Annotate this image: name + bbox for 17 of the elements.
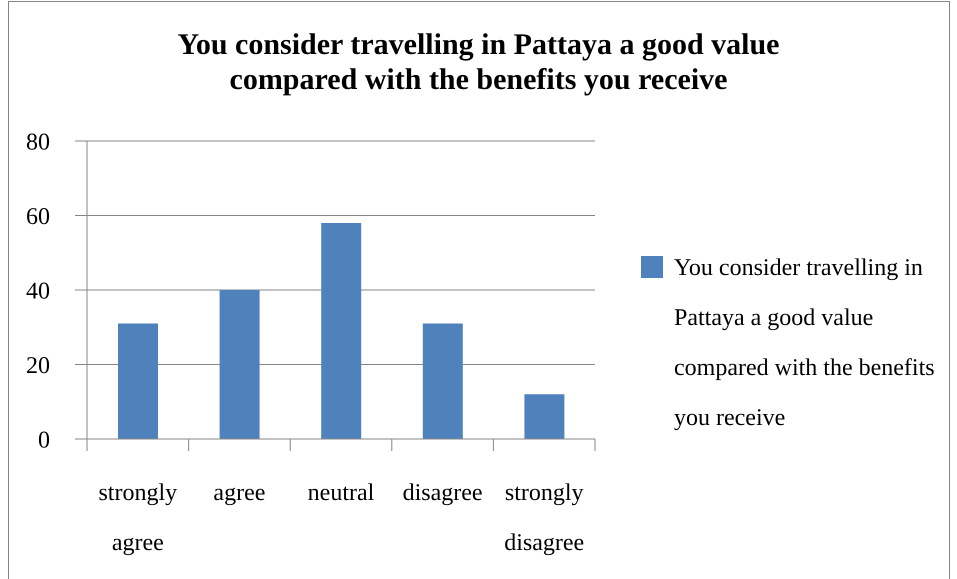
bar	[422, 324, 463, 439]
y-tick-label: 80	[26, 130, 50, 156]
x-tick-label: disagree	[402, 480, 483, 506]
bar	[321, 222, 362, 439]
bar	[524, 394, 564, 439]
x-tick-label: agree	[213, 480, 266, 506]
y-tick-label: 20	[26, 353, 50, 380]
x-tick-label: strongly disagree	[504, 480, 584, 556]
y-tick-label: 0	[38, 428, 50, 454]
x-tick-label: neutral	[308, 480, 375, 506]
bar	[118, 324, 158, 439]
legend-label: You consider travelling in Pattaya a good value compared with the benefits you receive	[674, 254, 936, 433]
bar	[220, 290, 260, 439]
y-tick-label: 60	[26, 204, 50, 230]
y-tick-label: 40	[26, 278, 50, 305]
chart-title: You consider travelling in Pattaya a good value compared with the benefits you receive	[176, 27, 780, 97]
x-tick-label: strongly agree	[98, 480, 178, 556]
